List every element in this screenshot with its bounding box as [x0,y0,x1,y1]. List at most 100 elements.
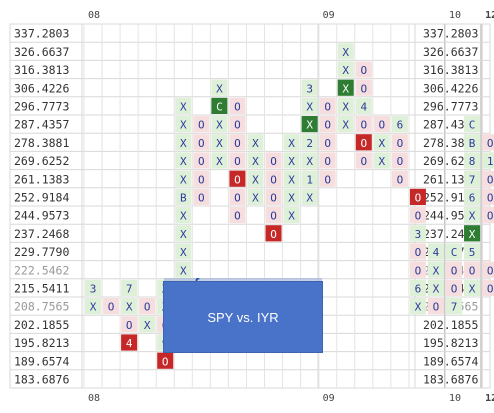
pnf-x-mark: 7 [469,173,476,186]
pnf-cell [175,261,192,278]
pnf-cell [247,170,264,187]
price-label-left: 269.6252 [14,154,69,168]
pnf-x-mark: X [180,155,187,168]
pnf-x-mark: X [469,283,476,296]
pnf-cell [427,279,444,296]
pnf-cell [446,243,463,260]
pnf-cell [283,134,300,151]
pnf-x-mark: X [180,119,187,132]
pnf-cell [391,116,408,133]
pnf-cell [446,279,463,296]
pnf-x-mark: X [342,101,349,114]
pnf-x-mark: 5 [469,246,476,259]
price-label-right: 296.7773 [423,100,478,114]
date-label-top: 08 [88,10,100,21]
pnf-cell [247,152,264,169]
pnf-x-mark: 7 [451,301,458,314]
pnf-x-mark: X [433,264,440,277]
pnf-o-mark: O [198,155,205,168]
pnf-o-mark: O [324,119,331,132]
pnf-cell [355,61,372,78]
pnf-cell [229,207,246,224]
pnf-o-mark: O [487,173,494,186]
pnf-cell [121,298,138,315]
pnf-cell [427,243,444,260]
pnf-o-mark: O [415,246,422,259]
pnf-x-mark: X [216,137,223,150]
pnf-x-mark: X [180,228,187,241]
pnf-cell [175,97,192,114]
pnf-cell [464,261,481,278]
pnf-cell [121,334,138,351]
price-label-right: 189.6574 [423,354,478,368]
date-label-top: 10 [449,10,461,21]
pnf-cell [193,170,210,187]
pnf-x-mark: X [216,119,223,132]
price-label-left: 316.3813 [14,63,69,77]
pnf-o-mark: O [198,192,205,205]
price-label-left: 215.5411 [14,282,69,296]
pnf-cell [265,207,282,224]
price-label-left: 252.9184 [14,191,69,205]
pnf-cell [464,152,481,169]
pnf-o-mark: O [397,173,404,186]
pnf-x-mark: C [469,119,476,132]
pnf-o-mark: O [234,119,241,132]
price-label-left: 229.7790 [14,245,69,259]
pnf-cell [301,79,318,96]
pnf-cell [103,298,120,315]
pnf-cell [265,225,282,242]
pnf-cell [265,170,282,187]
pnf-x-mark: 6 [397,119,404,132]
pnf-cell [355,116,372,133]
pnf-cell [464,116,481,133]
pnf-cell [409,261,426,278]
pnf-x-mark: 1 [306,173,313,186]
pnf-o-mark: O [451,283,458,296]
pnf-cell [139,316,156,333]
pnf-x-mark: X [144,319,151,332]
pnf-x-mark: X [180,137,187,150]
price-label-left: 278.3881 [14,136,69,150]
pnf-cell [482,134,494,151]
price-label-left: 296.7773 [14,100,69,114]
pnf-cell [193,152,210,169]
pnf-cell [337,97,354,114]
pnf-cell [409,207,426,224]
pnf-cell [391,134,408,151]
pnf-cell [229,134,246,151]
price-label-right: 195.8213 [423,336,478,350]
pnf-x-mark: X [288,210,295,223]
pnf-cell [409,188,426,205]
pnf-cell [482,152,494,169]
pnf-x-mark: X [306,155,313,168]
pnf-x-mark: B [469,137,476,150]
pnf-o-mark: O [108,301,115,314]
pnf-cell [319,116,336,133]
price-label-right: 326.6637 [423,45,478,59]
pnf-cell [464,225,481,242]
pnf-cell [373,116,390,133]
promo-caption: SPY vs. IYR [207,310,279,325]
pnf-o-mark: O [487,283,494,296]
pnf-cell [391,170,408,187]
price-label-left: 183.6876 [14,373,69,387]
pnf-cell [409,298,426,315]
pnf-o-mark: O [270,155,277,168]
pnf-cell [229,116,246,133]
pnf-x-mark: X [433,283,440,296]
pnf-cell [464,134,481,151]
promo-banner[interactable]: SPY vs. IYR [164,282,322,352]
pnf-x-mark: X [90,301,97,314]
pnf-cell [121,316,138,333]
pnf-o-mark: O [415,210,422,223]
pnf-cell [301,97,318,114]
pnf-o-mark: O [270,210,277,223]
pnf-x-mark: X [469,210,476,223]
pnf-x-mark: 2 [306,137,313,150]
pnf-x-mark: X [342,64,349,77]
pnf-cell [409,225,426,242]
pnf-cell [175,188,192,205]
pnf-cell [121,279,138,296]
date-label-bottom: 08 [88,393,100,404]
